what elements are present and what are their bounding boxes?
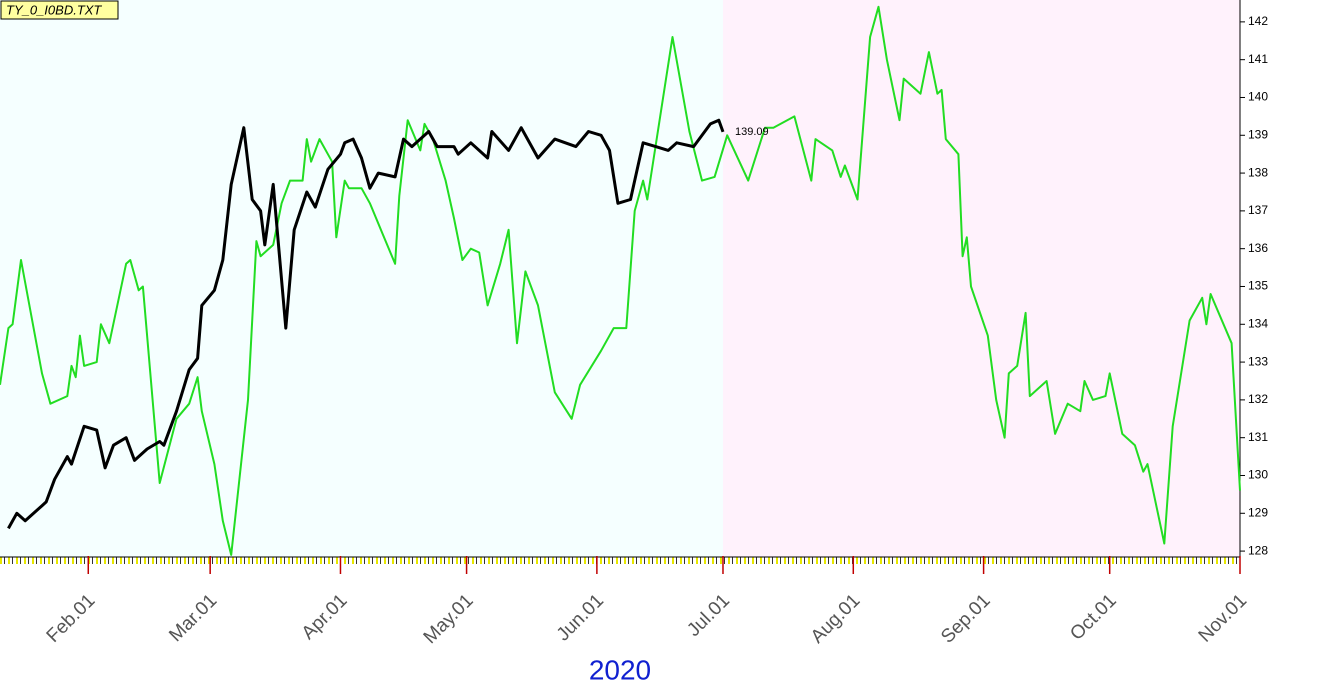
y-tick-label: 131 [1248,430,1268,444]
minor-ticks [0,557,1240,564]
x-tick-label: Oct.01 [1066,590,1120,644]
y-tick-label: 142 [1248,14,1268,28]
x-tick-label: Mar.01 [165,590,221,646]
y-tick-label: 140 [1248,90,1268,104]
year-label: 2020 [589,654,651,685]
x-tick-label: Jul.01 [683,590,734,641]
y-tick-label: 137 [1248,203,1268,217]
x-tick-label: Jun.01 [553,590,608,645]
last-value-label: 139.09 [735,126,769,138]
y-tick-label: 128 [1248,543,1268,557]
x-tick-label: Apr.01 [298,590,352,644]
x-tick-label: Nov.01 [1195,590,1251,646]
y-tick-label: 129 [1248,505,1268,519]
shaded-region [0,0,723,557]
title-box [0,0,119,20]
shaded-region [722,0,1240,557]
x-tick-label: Aug.01 [807,590,864,647]
series-line [7,118,725,530]
x-tick-label: May.01 [420,590,478,648]
y-tick-label: 136 [1248,241,1268,255]
y-tick-label: 139 [1248,127,1268,141]
chart-title: TY_0_I0BD.TXT [6,2,102,17]
series-line [0,5,1241,556]
y-tick-label: 130 [1248,468,1268,482]
y-tick-label: 133 [1248,354,1268,368]
y-tick-label: 134 [1248,316,1268,330]
y-tick-label: 132 [1248,392,1268,406]
x-tick-label: Sep.01 [937,590,994,647]
x-tick-label: Feb.01 [43,590,100,647]
y-tick-label: 141 [1248,52,1268,66]
y-tick-label: 135 [1248,279,1268,293]
y-tick-label: 138 [1248,165,1268,179]
